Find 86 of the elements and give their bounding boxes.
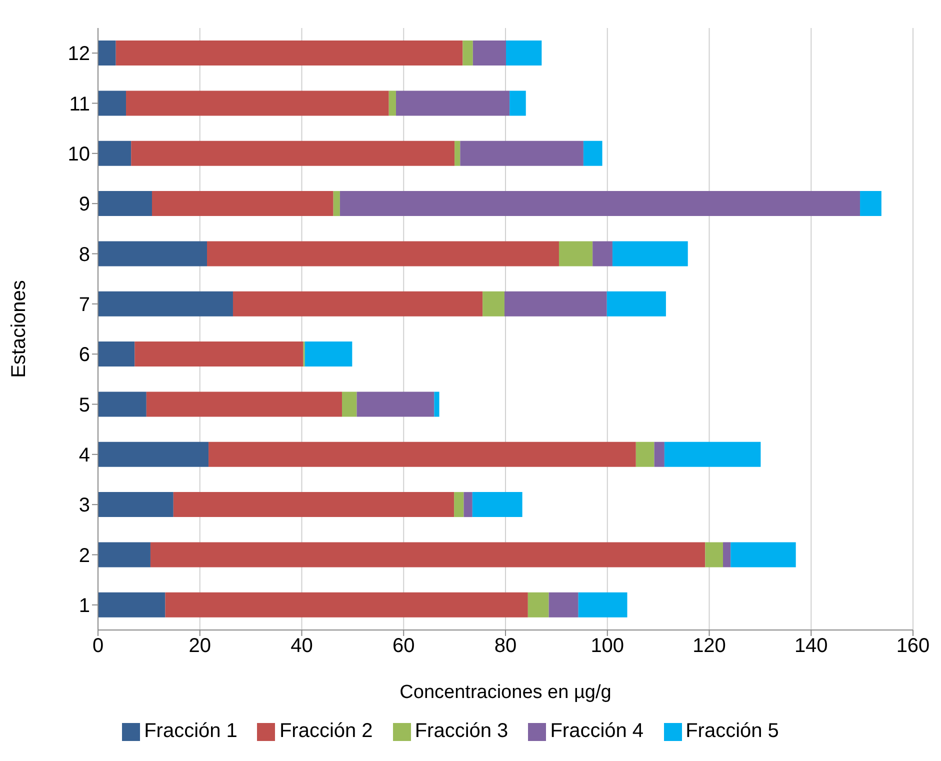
bar <box>578 592 628 618</box>
bar <box>454 492 464 518</box>
bar <box>150 542 706 568</box>
bar <box>152 191 334 216</box>
bar <box>548 592 578 618</box>
y-tick-label: 2 <box>78 544 90 567</box>
bar <box>506 40 542 66</box>
bar <box>98 291 233 316</box>
bar <box>636 442 654 467</box>
y-tick-label: 8 <box>78 244 90 266</box>
bar <box>705 542 724 568</box>
bar <box>333 191 340 216</box>
bar <box>464 492 472 518</box>
bar <box>356 392 434 417</box>
x-tick-label: 160 <box>896 635 930 658</box>
bar <box>606 291 666 316</box>
x-tick-label: 40 <box>290 635 313 658</box>
bar <box>98 40 116 66</box>
bar <box>146 392 342 417</box>
bar <box>482 291 504 316</box>
bar <box>232 291 483 316</box>
bar <box>510 90 526 116</box>
legend-label: Fracción 4 <box>550 720 644 742</box>
y-tick-label: 7 <box>78 294 90 316</box>
bar <box>98 191 152 216</box>
bar <box>131 140 455 166</box>
bar <box>116 40 463 66</box>
bar <box>723 542 731 568</box>
x-tick-label: 60 <box>392 635 415 658</box>
bar <box>654 442 664 467</box>
bar <box>472 40 506 66</box>
y-tick-label: 1 <box>78 595 90 618</box>
bar <box>98 342 135 367</box>
bar <box>207 241 559 266</box>
bar <box>612 241 688 266</box>
x-axis-title: Concentraciones en µg/g <box>400 682 612 703</box>
bar <box>396 90 510 116</box>
bar <box>98 140 132 166</box>
bar <box>173 492 454 518</box>
bar <box>342 392 357 417</box>
bar <box>583 140 602 166</box>
bar <box>454 140 460 166</box>
bar <box>98 542 150 568</box>
bar <box>460 140 584 166</box>
bar <box>528 592 549 618</box>
x-tick-label: 80 <box>494 635 517 658</box>
x-tick-label: 140 <box>794 635 828 658</box>
bar <box>208 442 636 467</box>
y-tick-label: 3 <box>78 494 90 517</box>
bar <box>98 592 166 618</box>
y-tick-label: 4 <box>78 444 90 467</box>
x-tick-label: 120 <box>692 635 726 658</box>
bar <box>98 90 126 116</box>
bar <box>98 492 174 518</box>
bar <box>592 241 612 266</box>
bar <box>730 542 796 568</box>
x-tick-label: 0 <box>92 635 104 658</box>
y-axis-title: Estaciones <box>8 280 30 378</box>
bar <box>462 40 473 66</box>
bar <box>304 342 352 367</box>
bar <box>98 392 146 417</box>
y-tick-label: 6 <box>78 344 90 366</box>
bar <box>98 442 209 467</box>
y-tick-label: 11 <box>69 93 90 116</box>
bar <box>434 392 440 417</box>
bar <box>664 442 761 467</box>
legend-label: Fracción 1 <box>144 720 238 742</box>
x-tick-label: 20 <box>188 635 211 658</box>
y-tick-label: 10 <box>68 144 90 166</box>
y-tick-label: 9 <box>78 194 90 216</box>
legend-label: Fracción 2 <box>279 720 373 742</box>
bar <box>504 291 607 316</box>
bar <box>472 492 522 518</box>
x-tick-label: 100 <box>590 635 624 658</box>
bar <box>558 241 593 266</box>
bar <box>134 342 304 367</box>
y-tick-label: 5 <box>78 394 90 416</box>
bar <box>165 592 528 618</box>
y-tick-label: 12 <box>68 43 90 66</box>
bar <box>388 90 396 116</box>
legend-label: Fracción 3 <box>414 720 508 742</box>
legend-label: Fracción 5 <box>686 720 779 742</box>
bar <box>340 191 860 216</box>
bar <box>860 191 882 216</box>
bar <box>98 241 208 266</box>
bar <box>126 90 389 116</box>
